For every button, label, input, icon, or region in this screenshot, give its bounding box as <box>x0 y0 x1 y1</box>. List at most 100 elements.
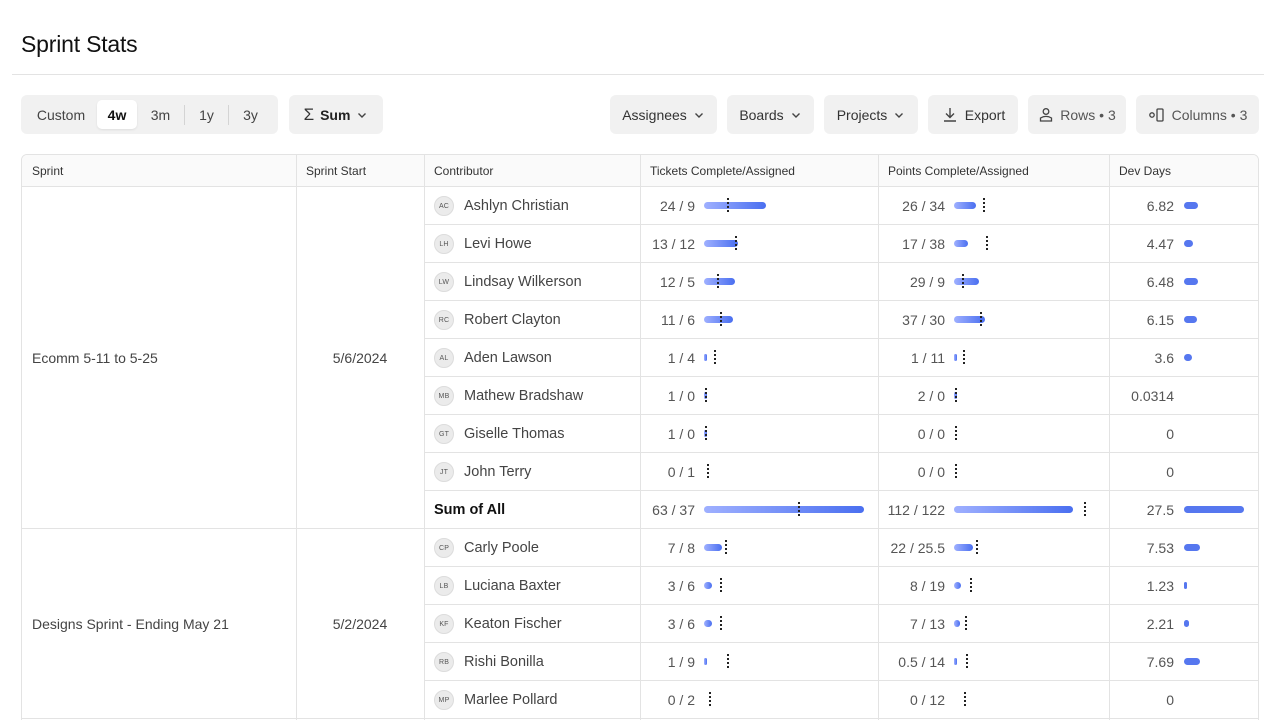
contributor-name: Lindsay Wilkerson <box>464 274 582 290</box>
contributor-cell: MB Mathew Bradshaw <box>434 377 583 415</box>
header-dev-days[interactable]: Dev Days <box>1119 164 1172 178</box>
table-row[interactable]: KF Keaton Fischer 3 / 6 7 / 13 2.21 <box>424 605 1258 643</box>
tickets-target-marker <box>727 654 730 670</box>
tickets-target-marker <box>705 388 707 404</box>
points-target-marker <box>986 236 989 252</box>
rows-button[interactable]: Rows • 3 <box>1028 95 1126 134</box>
export-label: Export <box>964 106 1006 123</box>
tickets-bar <box>704 658 707 665</box>
avatar: AL <box>434 348 454 368</box>
range-selector: Custom 4w 3m 1y 3y <box>21 95 278 134</box>
header-sprint[interactable]: Sprint <box>32 164 64 178</box>
dev-days-bar <box>1184 544 1200 551</box>
avatar: MP <box>434 690 454 710</box>
points-bar <box>954 354 957 361</box>
range-3y[interactable]: 3y <box>243 106 258 123</box>
chevron-down-icon <box>895 112 904 118</box>
range-4w[interactable]: 4w <box>97 100 137 129</box>
table-row[interactable]: CP Carly Poole 7 / 8 22 / 25.5 7.53 <box>424 529 1258 567</box>
export-button[interactable]: Export <box>928 95 1018 134</box>
tickets-value: 24 / 9 <box>659 198 695 214</box>
row-divider <box>424 680 1258 681</box>
dev-days-value: 27.5 <box>1146 502 1174 518</box>
points-bar <box>954 544 973 551</box>
dev-days-value: 0 <box>1166 426 1174 442</box>
points-target-marker <box>1084 502 1086 518</box>
boards-dropdown[interactable]: Boards <box>727 95 814 134</box>
table-row[interactable]: AC Ashlyn Christian 24 / 9 26 / 34 6.82 <box>424 187 1258 225</box>
points-bar <box>954 658 957 665</box>
header-points[interactable]: Points Complete/Assigned <box>888 164 1029 178</box>
table-row[interactable]: MB Mathew Bradshaw 1 / 0 2 / 0 0.0314 <box>424 377 1258 415</box>
tickets-target-marker <box>727 198 730 214</box>
column-divider <box>296 155 297 720</box>
contributor-name: Marlee Pollard <box>464 692 558 708</box>
tickets-target-marker <box>709 692 712 708</box>
points-target-marker <box>955 388 957 404</box>
download-icon <box>943 107 956 122</box>
header-tickets[interactable]: Tickets Complete/Assigned <box>650 164 795 178</box>
tickets-target-marker <box>705 426 707 442</box>
header-contributor[interactable]: Contributor <box>434 164 494 178</box>
contributor-cell: LB Luciana Baxter <box>434 567 561 605</box>
points-target-marker <box>965 616 968 632</box>
projects-dropdown[interactable]: Projects <box>824 95 918 134</box>
table-row[interactable]: MP Marlee Pollard 0 / 2 0 / 12 0 <box>424 681 1258 719</box>
contributor-cell: GT Giselle Thomas <box>434 415 564 453</box>
chevron-down-icon <box>358 112 367 118</box>
tickets-value: 1 / 4 <box>667 350 695 366</box>
column-divider <box>878 155 879 720</box>
avatar: GT <box>434 424 454 444</box>
dev-days-value: 1.23 <box>1146 578 1174 594</box>
tickets-bar <box>704 354 707 361</box>
points-target-marker <box>970 578 973 594</box>
dev-days-bar <box>1184 658 1201 665</box>
contributor-name: Levi Howe <box>464 236 532 252</box>
contributor-name: Rishi Bonilla <box>464 654 544 670</box>
chevron-down-icon <box>791 112 800 118</box>
table-row[interactable]: LB Luciana Baxter 3 / 6 8 / 19 1.23 <box>424 567 1258 605</box>
contributor-cell: AC Ashlyn Christian <box>434 187 569 225</box>
contributor-cell: RC Robert Clayton <box>434 301 561 339</box>
range-custom[interactable]: Custom <box>36 106 86 123</box>
points-value: 0 / 12 <box>909 692 945 708</box>
row-divider <box>424 224 1258 225</box>
points-target-marker <box>975 540 978 556</box>
points-target-marker <box>961 274 964 290</box>
points-value: 29 / 9 <box>909 274 945 290</box>
points-target-marker <box>964 692 967 708</box>
tickets-value: 1 / 0 <box>667 388 695 404</box>
sprint-start-date: 5/6/2024 <box>332 350 388 366</box>
points-value: 1 / 11 <box>911 350 945 366</box>
table-row[interactable]: LH Levi Howe 13 / 12 17 / 38 4.47 <box>424 225 1258 263</box>
table-row[interactable]: JT John Terry 0 / 1 0 / 0 0 <box>424 453 1258 491</box>
tickets-value: 0 / 2 <box>667 692 695 708</box>
table-row[interactable]: RB Rishi Bonilla 1 / 9 0.5 / 14 7.69 <box>424 643 1258 681</box>
avatar: MB <box>434 386 454 406</box>
table-row[interactable]: RC Robert Clayton 11 / 6 37 / 30 6.15 <box>424 301 1258 339</box>
columns-button[interactable]: Columns • 3 <box>1136 95 1259 134</box>
table-row[interactable]: LW Lindsay Wilkerson 12 / 5 29 / 9 6.48 <box>424 263 1258 301</box>
header-sprint-start[interactable]: Sprint Start <box>306 164 367 178</box>
assignees-dropdown[interactable]: Assignees <box>610 95 717 134</box>
assignees-label: Assignees <box>622 106 687 123</box>
row-divider <box>424 490 1258 491</box>
sprint-name: Designs Sprint - Ending May 21 <box>32 616 229 632</box>
aggregate-dropdown[interactable]: Σ Sum <box>289 95 383 134</box>
range-1y[interactable]: 1y <box>199 106 214 123</box>
projects-label: Projects <box>836 106 888 123</box>
contributor-name: Aden Lawson <box>464 350 552 366</box>
points-target-marker <box>965 654 968 670</box>
table-row[interactable]: AL Aden Lawson 1 / 4 1 / 11 3.6 <box>424 339 1258 377</box>
range-3m[interactable]: 3m <box>150 106 171 123</box>
tickets-target-marker <box>724 540 727 556</box>
sum-row[interactable]: Sum of All 63 / 37 112 / 122 27.5 <box>424 491 1258 529</box>
row-divider <box>424 604 1258 605</box>
contributor-name: Robert Clayton <box>464 312 561 328</box>
contributor-name: Ashlyn Christian <box>464 198 569 214</box>
table-row[interactable]: GT Giselle Thomas 1 / 0 0 / 0 0 <box>424 415 1258 453</box>
tickets-value: 12 / 5 <box>659 274 695 290</box>
contributor-name: Keaton Fischer <box>464 616 562 632</box>
chevron-down-icon <box>694 112 703 118</box>
avatar: LH <box>434 234 454 254</box>
